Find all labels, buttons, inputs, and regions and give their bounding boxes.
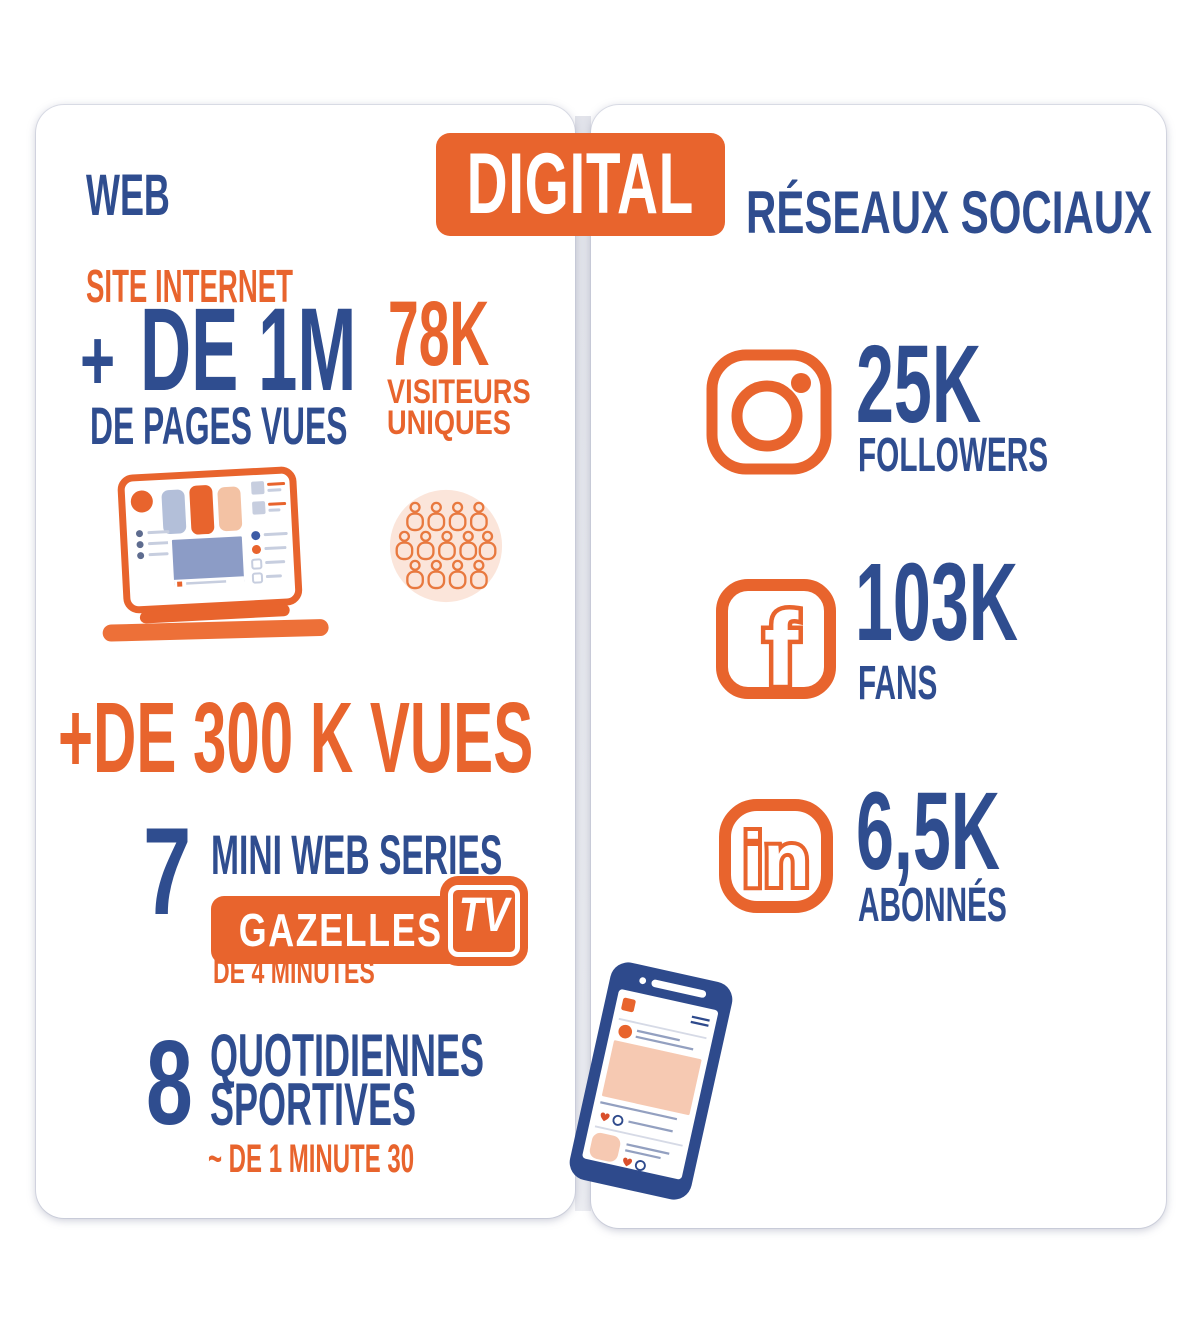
gazelles-tv-logo-bar: GAZELLES <box>211 896 470 964</box>
smartphone-illustration-icon <box>569 962 733 1200</box>
gazelles-tv-logo: GAZELLES TV <box>211 876 531 968</box>
web-series-label: MINI WEB SERIES <box>211 823 503 886</box>
daily-label: QUOTIDIENNES SPORTIVES <box>210 1022 485 1139</box>
instagram-icon <box>706 349 832 475</box>
web-series-duration: DE 4 MINUTES <box>213 953 375 990</box>
facebook-icon: f <box>716 579 836 700</box>
audience-icon <box>389 489 503 603</box>
digital-badge-label: DIGITAL <box>466 136 695 232</box>
site-internet-label: SITE INTERNET <box>86 260 294 312</box>
social-heading: RÉSEAUX SOCIAUX <box>746 179 1153 246</box>
visitors-label: VISITEURS UNIQUES <box>387 373 531 442</box>
visitors-value: 78K <box>388 283 490 385</box>
linkedin-icon: in <box>719 799 833 913</box>
linkedin-value: 6,5K <box>856 770 1001 893</box>
pages-vues-value: DE 1M <box>140 284 357 416</box>
gazelles-tv-logo-name: GAZELLES <box>238 904 443 956</box>
facebook-value: 103K <box>855 541 1019 664</box>
facebook-icon-glyph: f <box>764 592 799 700</box>
tv-icon: TV <box>440 876 528 966</box>
tv-icon-glyph: TV <box>458 889 510 942</box>
instagram-label: FOLLOWERS <box>858 429 1049 482</box>
pages-vues-caption: DE PAGES VUES <box>90 397 348 456</box>
linkedin-icon-glyph: in <box>742 818 810 903</box>
linkedin-label: ABONNÉS <box>858 879 1007 932</box>
web-panel <box>36 105 575 1218</box>
pages-vues-plus-sign: + <box>80 313 116 409</box>
instagram-value: 25K <box>856 323 982 446</box>
laptop-illustration-icon <box>102 466 329 642</box>
digital-badge: DIGITAL <box>436 133 725 236</box>
panel-divider <box>575 116 591 1211</box>
web-series-count: 7 <box>143 803 192 941</box>
views-headline: +DE 300 K VUES <box>58 682 534 794</box>
facebook-label: FANS <box>858 657 938 710</box>
daily-count: 8 <box>146 1016 193 1150</box>
web-heading: WEB <box>86 163 170 228</box>
daily-duration: ~ DE 1 MINUTE 30 <box>208 1137 415 1181</box>
